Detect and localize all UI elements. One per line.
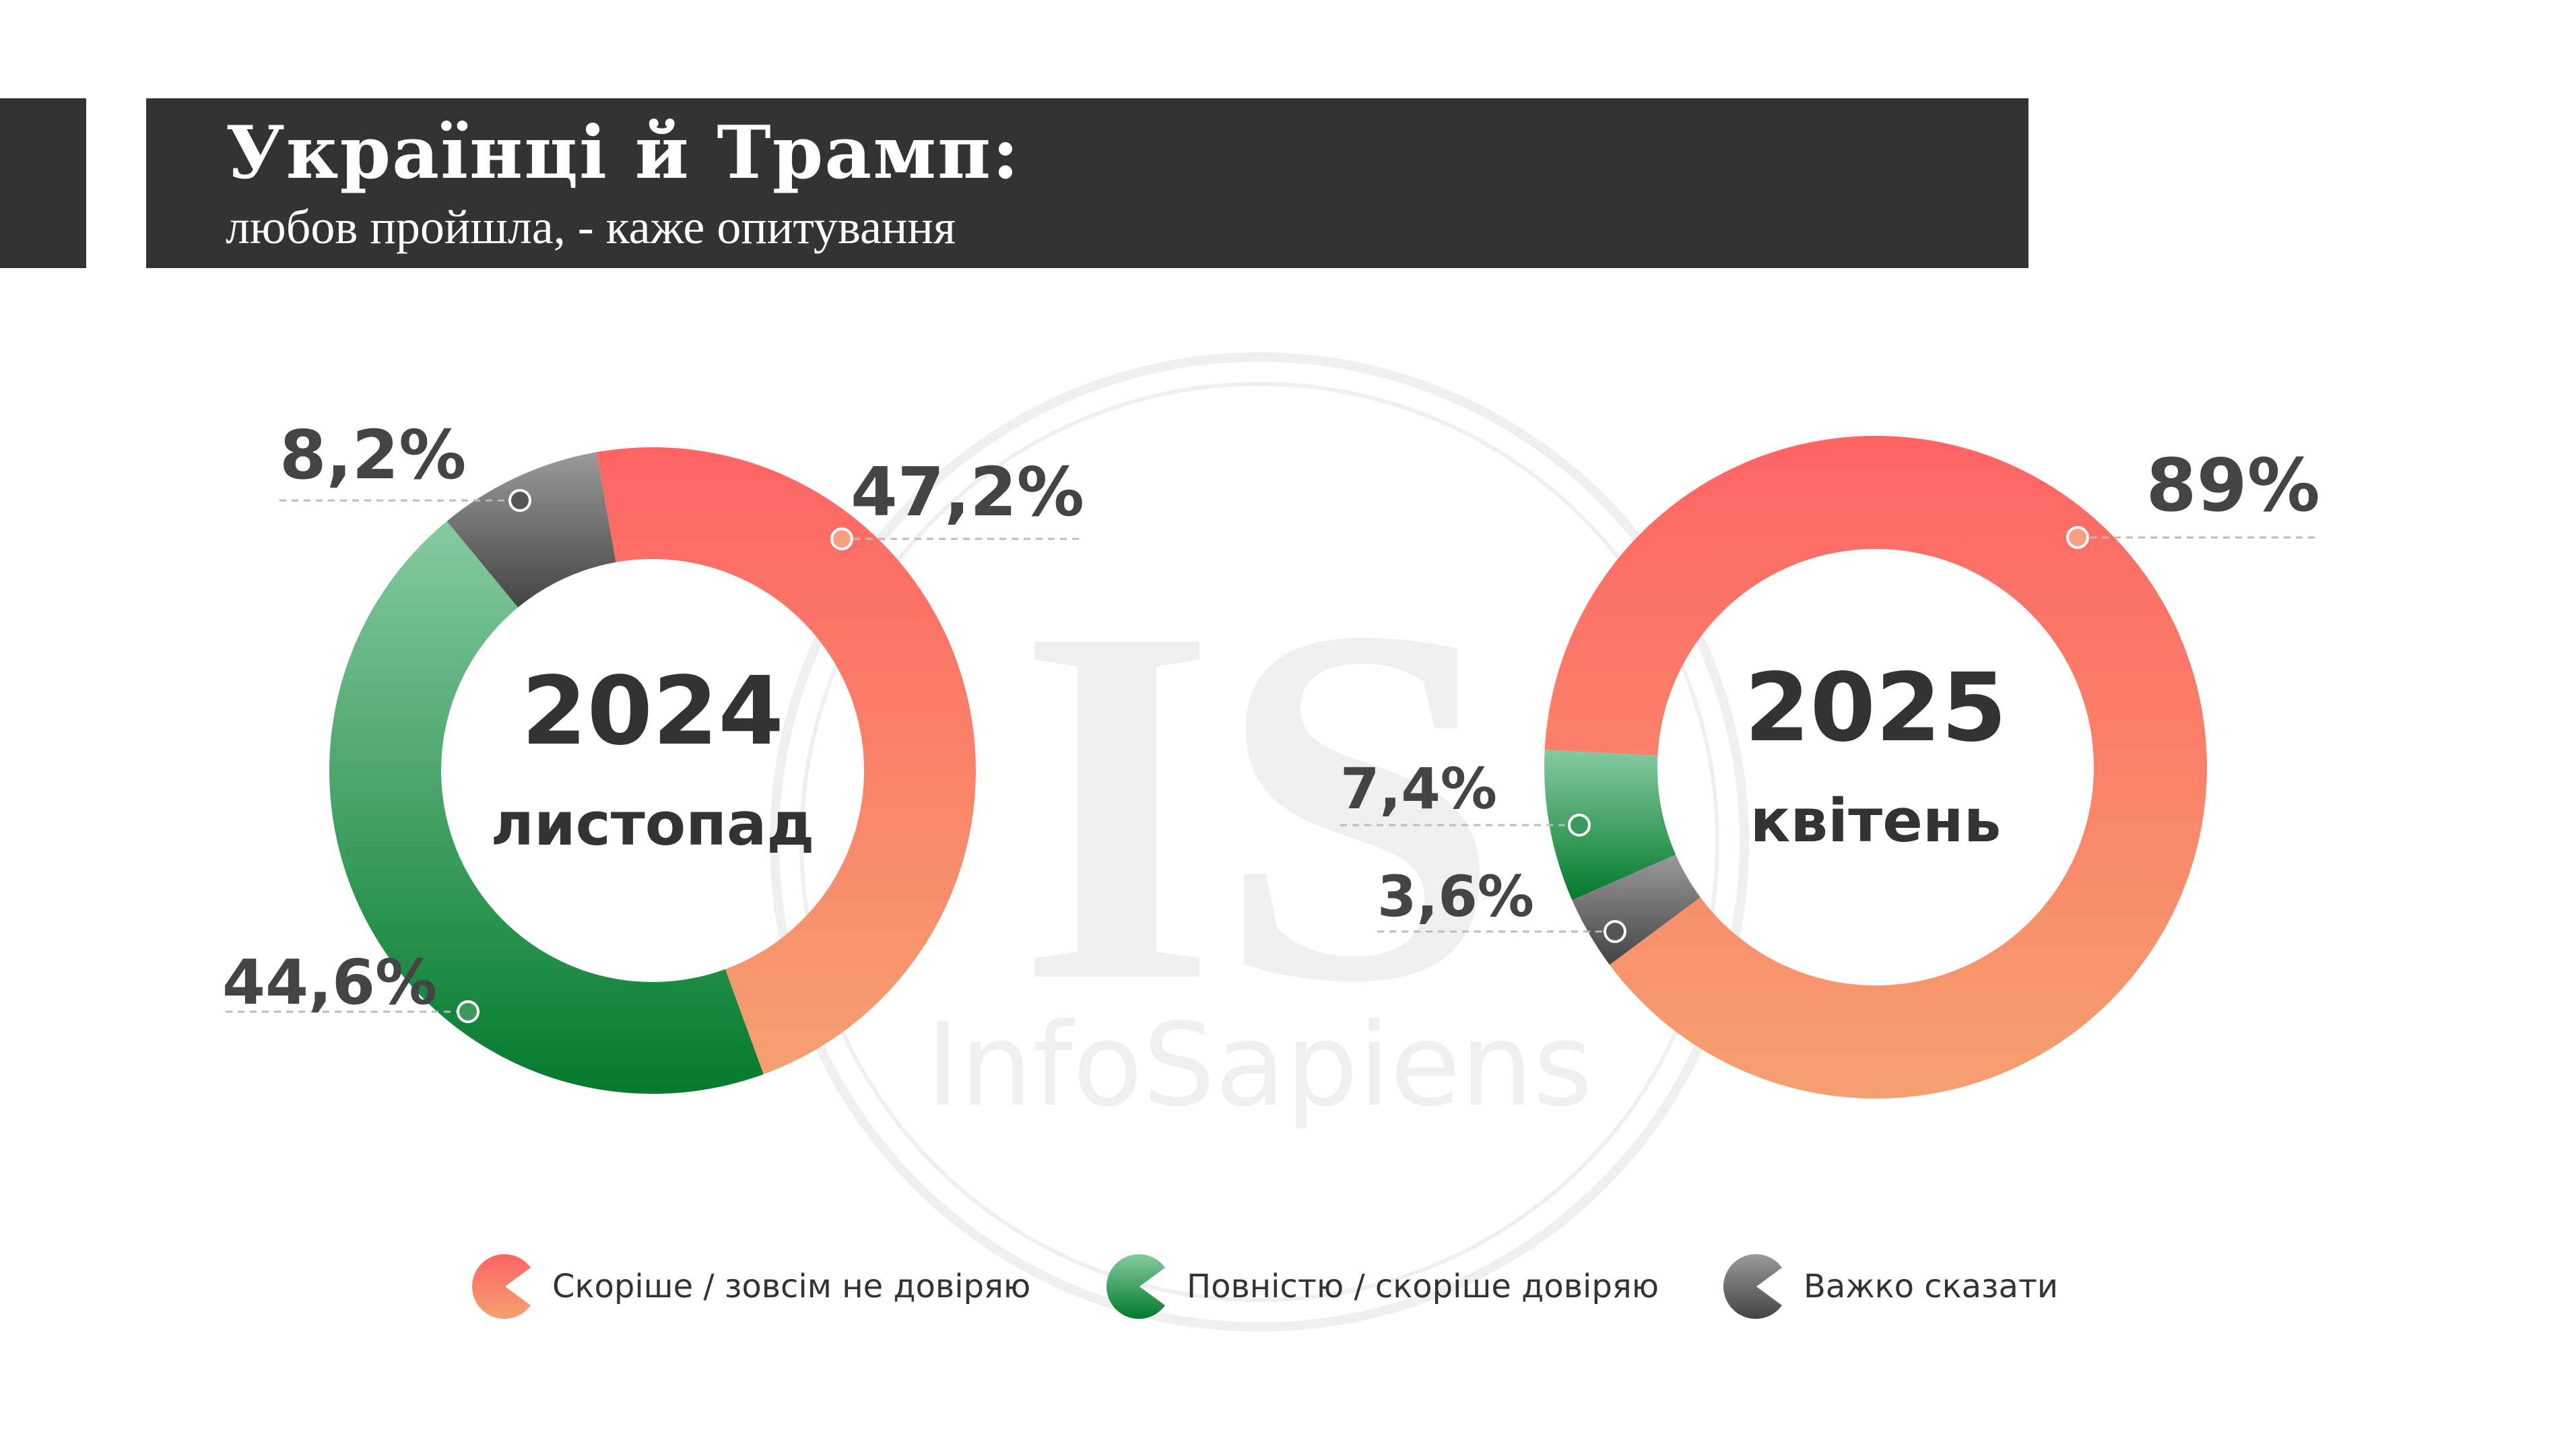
donut-chart-2025: 89% 7,4% 3,6% 2025 квітень bbox=[1340, 435, 2320, 1099]
slice-distrust bbox=[596, 447, 977, 1074]
pacman-red-icon bbox=[472, 1254, 531, 1319]
slice-distrust bbox=[1544, 435, 2208, 1099]
data-label-hard-to-say: 8,2% bbox=[279, 416, 466, 494]
slice-trust bbox=[329, 521, 764, 1095]
legend-label: Скоріше / зовсім не довіряю bbox=[552, 1268, 1031, 1305]
marker-dot bbox=[457, 1000, 480, 1023]
donut-center-month: квітень bbox=[1750, 786, 2002, 855]
donut-center-month: листопад bbox=[491, 789, 815, 859]
legend-label: Повністю / скоріше довіряю bbox=[1187, 1268, 1659, 1305]
donut-chart-2024: 47,2% 44,6% 8,2% 2024 листопад bbox=[222, 416, 1084, 1095]
pacman-gray-icon bbox=[1723, 1254, 1782, 1319]
page-title: Українці й Трамп: bbox=[226, 110, 1020, 195]
svg-text:InfoSapiens: InfoSapiens bbox=[926, 999, 1593, 1132]
slice-hard-to-say bbox=[447, 452, 616, 608]
marker-dot bbox=[2066, 526, 2089, 549]
marker-dot bbox=[508, 489, 531, 512]
marker-dot bbox=[1604, 920, 1626, 943]
svg-text:IS: IS bbox=[1018, 521, 1501, 1088]
marker-dot bbox=[1568, 814, 1591, 837]
data-label-hard-to-say: 3,6% bbox=[1377, 864, 1534, 930]
data-label-trust: 44,6% bbox=[222, 946, 437, 1018]
header-accent-bar bbox=[0, 98, 86, 268]
pacman-green-icon bbox=[1107, 1254, 1165, 1319]
slice-trust bbox=[1544, 750, 1676, 901]
watermark: IS InfoSapiens bbox=[770, 352, 1749, 1332]
header-banner: Українці й Трамп: любов пройшла, - каже … bbox=[146, 98, 2028, 268]
legend-item-hard-to-say: Важко сказати bbox=[1723, 1253, 2058, 1320]
marker-dot bbox=[830, 527, 853, 550]
page-subtitle: любов пройшла, - каже опитування bbox=[226, 200, 956, 254]
legend-item-trust: Повністю / скоріше довіряю bbox=[1106, 1253, 1659, 1320]
legend-item-distrust: Скоріше / зовсім не довіряю bbox=[471, 1253, 1030, 1320]
data-label-trust: 7,4% bbox=[1340, 756, 1497, 822]
slice-hard-to-say bbox=[1572, 854, 1700, 965]
donut-center-year: 2025 bbox=[1744, 653, 2007, 763]
donut-center-year: 2024 bbox=[521, 657, 784, 767]
data-label-distrust: 89% bbox=[2146, 444, 2320, 528]
legend-label: Важко сказати bbox=[1804, 1268, 2059, 1305]
data-label-distrust: 47,2% bbox=[851, 453, 1084, 531]
